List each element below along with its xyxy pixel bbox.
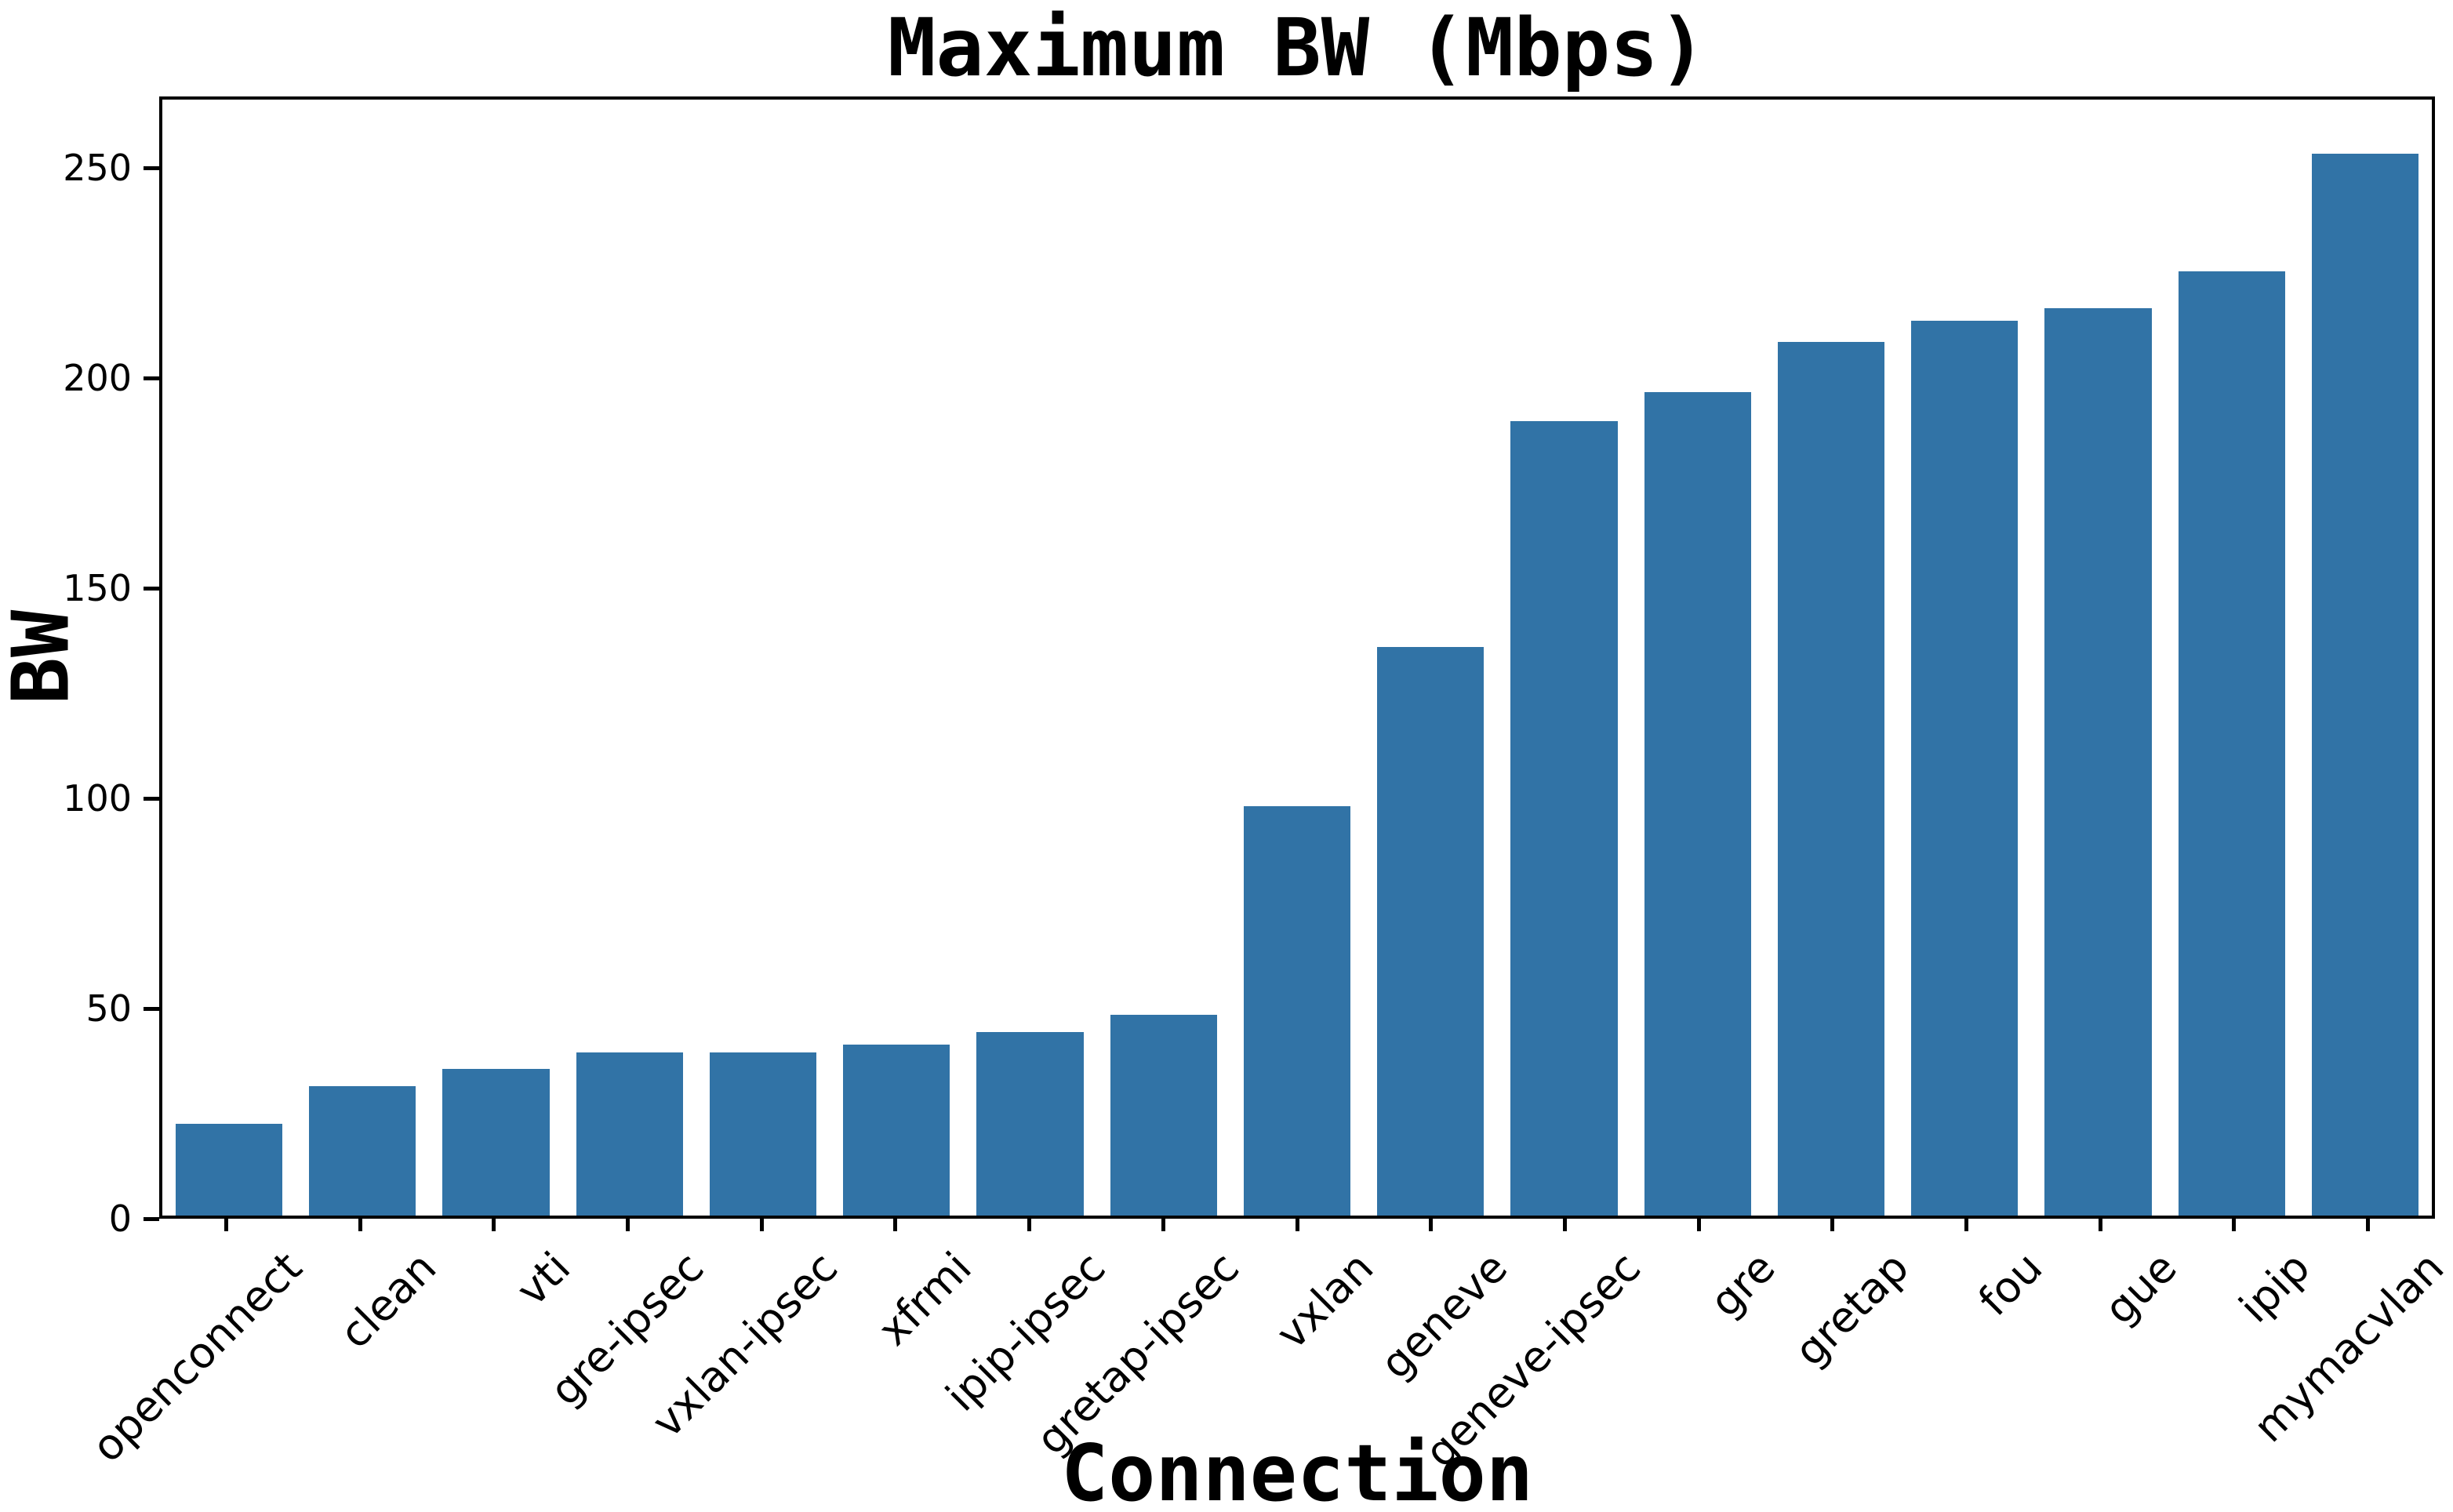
y-tick-label: 50 [85, 987, 132, 1030]
y-tick-label: 200 [63, 357, 132, 400]
bar-gre-ipsec [576, 1052, 683, 1216]
x-tick-mark [223, 1219, 228, 1231]
y-tick-mark [144, 796, 159, 801]
y-tick-label: 150 [63, 567, 132, 610]
x-tick-mark [1562, 1219, 1567, 1231]
x-tick-mark [893, 1219, 898, 1231]
x-tick-label: ipip [2230, 1242, 2320, 1332]
y-tick-mark [144, 1006, 159, 1011]
bar-gretap-ipsec [1110, 1015, 1217, 1216]
x-tick-label: vxlan [1266, 1242, 1383, 1359]
bar-gue [2044, 308, 2152, 1216]
x-tick-mark [1964, 1219, 1969, 1231]
x-tick-mark [625, 1219, 630, 1231]
bar-mymacvlan [2311, 154, 2418, 1216]
x-tick-mark [2098, 1219, 2102, 1231]
bar-vxlan-ipsec [709, 1052, 817, 1216]
x-tick-label: gretap [1785, 1242, 1918, 1376]
x-axis-label: Connection [1060, 1427, 1534, 1512]
bar-clean [309, 1085, 416, 1216]
x-tick-mark [358, 1219, 362, 1231]
x-tick-mark [1161, 1219, 1165, 1231]
x-tick-label: gre [1699, 1242, 1785, 1327]
y-tick-label: 100 [63, 777, 132, 820]
x-tick-mark [2232, 1219, 2237, 1231]
x-tick-label: clean [329, 1242, 446, 1358]
y-tick-mark [144, 1216, 159, 1221]
x-tick-mark [759, 1219, 764, 1231]
bar-gre [1644, 392, 1751, 1216]
x-tick-mark [1295, 1219, 1299, 1231]
bar-xfrmi [843, 1044, 950, 1216]
x-tick-label: gue [2094, 1242, 2186, 1334]
x-tick-mark [1830, 1219, 1835, 1231]
x-tick-label: xfrmi [868, 1242, 981, 1355]
x-tick-label: fou [1968, 1242, 2052, 1326]
y-tick-label: 0 [108, 1198, 132, 1240]
bar-vxlan [1243, 805, 1351, 1216]
y-tick-mark [144, 165, 159, 170]
bar-openconnect [176, 1123, 283, 1216]
x-tick-mark [1696, 1219, 1701, 1231]
bar-geneve [1377, 647, 1485, 1216]
chart-title: Maximum BW (Mbps) [888, 2, 1706, 95]
bar-vti [442, 1069, 550, 1216]
plot-area [159, 96, 2435, 1219]
y-axis-label: BW [0, 609, 87, 705]
x-tick-mark [492, 1219, 496, 1231]
bar-geneve-ipsec [1510, 421, 1618, 1216]
bar-fou [1911, 321, 2019, 1216]
x-tick-mark [1027, 1219, 1032, 1231]
y-tick-mark [144, 376, 159, 380]
x-tick-mark [2366, 1219, 2371, 1231]
bar-ipip [2178, 271, 2285, 1216]
y-tick-label: 250 [63, 147, 132, 190]
bar-ipip-ipsec [976, 1031, 1084, 1216]
y-tick-mark [144, 586, 159, 591]
x-tick-label: vti [507, 1242, 580, 1316]
x-tick-mark [1429, 1219, 1434, 1231]
bar-gretap [1777, 342, 1885, 1216]
